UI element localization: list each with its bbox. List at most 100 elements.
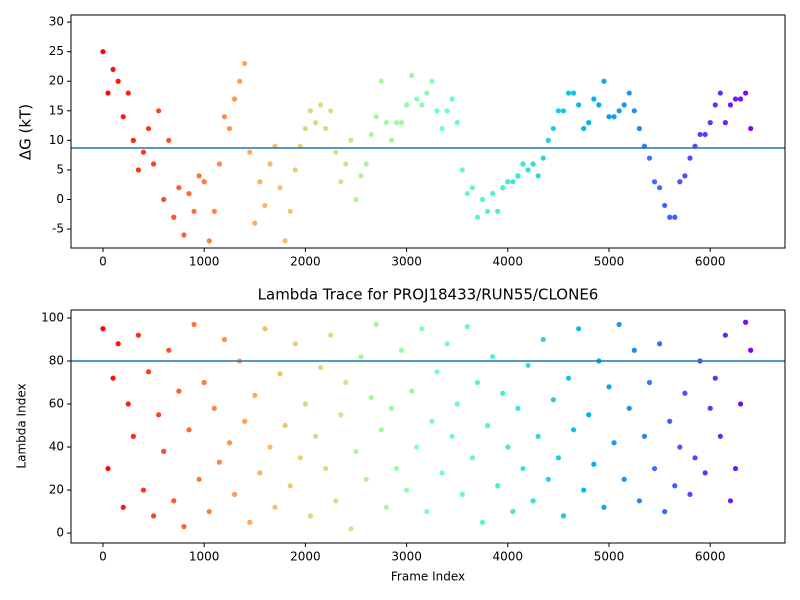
point [636,498,642,504]
point [520,465,526,472]
point [616,108,622,114]
point [135,167,142,173]
point [646,155,653,161]
point [161,448,167,454]
point [717,433,723,439]
point [277,185,283,191]
point [317,364,324,371]
point [242,60,248,67]
point [474,214,481,220]
point [125,90,131,96]
point [252,220,258,226]
point [328,332,334,338]
point [495,483,501,489]
point [130,433,136,439]
point [525,362,531,368]
point [176,185,182,191]
point [677,444,683,450]
point [469,455,475,461]
point [383,120,389,126]
point [621,102,627,108]
point [515,173,521,179]
y-tick-label: 40 [49,440,64,454]
point [662,508,668,515]
point [646,379,653,386]
point [216,161,222,167]
point [722,120,728,126]
point [378,78,384,84]
point [454,120,460,126]
point [459,491,465,497]
point [510,179,516,185]
point [226,440,233,446]
point [267,444,273,450]
point [419,102,425,108]
point [373,321,379,328]
point [307,513,314,519]
point [687,155,693,161]
point [221,336,228,343]
point [570,427,577,433]
point [702,131,708,138]
point [414,444,420,450]
point [120,504,126,510]
point [479,196,486,203]
point [434,108,440,114]
point [454,401,460,407]
y-tick-label: 20 [49,483,64,497]
point [651,465,658,472]
point [120,114,126,120]
point [601,78,607,84]
point [196,476,202,482]
x-axis-label: Frame Index [391,570,465,584]
point [110,375,116,381]
point [242,418,248,424]
point [186,190,192,197]
point [312,120,319,126]
point [282,422,288,429]
point [474,379,481,386]
point [363,476,369,482]
y-tick-label: 100 [41,310,64,324]
point [307,108,314,114]
axes-frame [70,309,786,544]
point [333,149,339,155]
point [667,418,673,424]
point [424,90,430,96]
point [682,390,688,396]
point [135,332,142,338]
point [672,483,678,489]
y-tick-label: 60 [49,397,64,411]
point [449,96,455,102]
point [692,455,698,461]
point [636,125,642,132]
y-tick-label: 80 [49,353,64,367]
point [186,427,192,433]
point [651,179,658,185]
y-tick-label: 0 [56,526,64,540]
point [211,208,217,214]
point [115,78,121,84]
point [732,96,739,102]
point [368,131,374,138]
point [343,379,349,386]
point [657,185,663,191]
y-tick-label: 30 [49,15,64,29]
x-tick-label: 3000 [391,550,422,564]
x-tick-label: 1000 [189,255,220,269]
point [662,202,668,209]
point [297,455,303,461]
point [722,332,728,338]
point [292,341,298,347]
point [743,319,749,325]
chart-title: Lambda Trace for PROJ18433/RUN55/CLONE6 [258,286,599,304]
y-tick-label: 20 [49,74,64,88]
y-tick-label: 5 [56,162,64,176]
x-tick-label: 3000 [391,255,422,269]
point [419,326,425,332]
point [576,326,582,332]
y-tick-label: -5 [52,222,64,236]
point [393,465,400,472]
y-tick-label: 10 [49,133,64,147]
